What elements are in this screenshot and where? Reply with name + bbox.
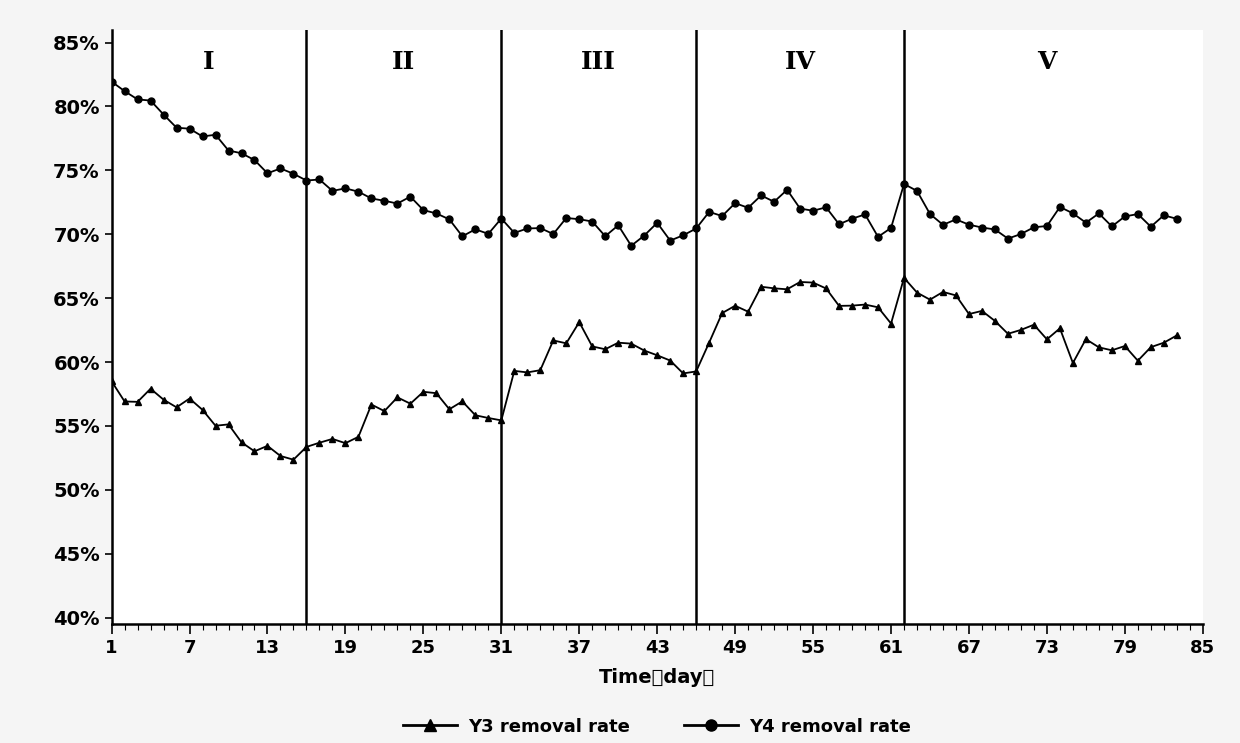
Text: II: II <box>392 51 415 74</box>
Y4 removal rate <box>884 224 899 233</box>
Y3 removal rate <box>339 438 353 447</box>
Y4 removal rate <box>169 123 184 132</box>
Text: III: III <box>582 51 616 74</box>
Y4 removal rate <box>260 169 275 178</box>
Line: Y4 removal rate: Y4 removal rate <box>108 78 1180 249</box>
Y3 removal rate <box>169 403 184 412</box>
Y3 removal rate <box>897 273 911 282</box>
Y4 removal rate <box>624 241 639 250</box>
Y4 removal rate <box>949 215 963 224</box>
Text: V: V <box>1037 51 1056 74</box>
Y4 removal rate <box>325 186 340 195</box>
Text: IV: IV <box>785 51 816 74</box>
Y3 removal rate <box>961 310 976 319</box>
Y4 removal rate <box>754 191 769 200</box>
Y3 removal rate <box>754 282 769 291</box>
Y3 removal rate <box>260 441 275 450</box>
Line: Y3 removal rate: Y3 removal rate <box>108 274 1180 463</box>
Y4 removal rate <box>104 77 119 86</box>
Y4 removal rate <box>1169 215 1184 224</box>
Text: I: I <box>203 51 215 74</box>
Y3 removal rate <box>286 455 301 464</box>
Y3 removal rate <box>1169 331 1184 340</box>
Y3 removal rate <box>104 377 119 386</box>
X-axis label: Time（day）: Time（day） <box>599 668 715 687</box>
Y3 removal rate <box>884 319 899 328</box>
Legend: Y3 removal rate, Y4 removal rate: Y3 removal rate, Y4 removal rate <box>396 710 919 743</box>
